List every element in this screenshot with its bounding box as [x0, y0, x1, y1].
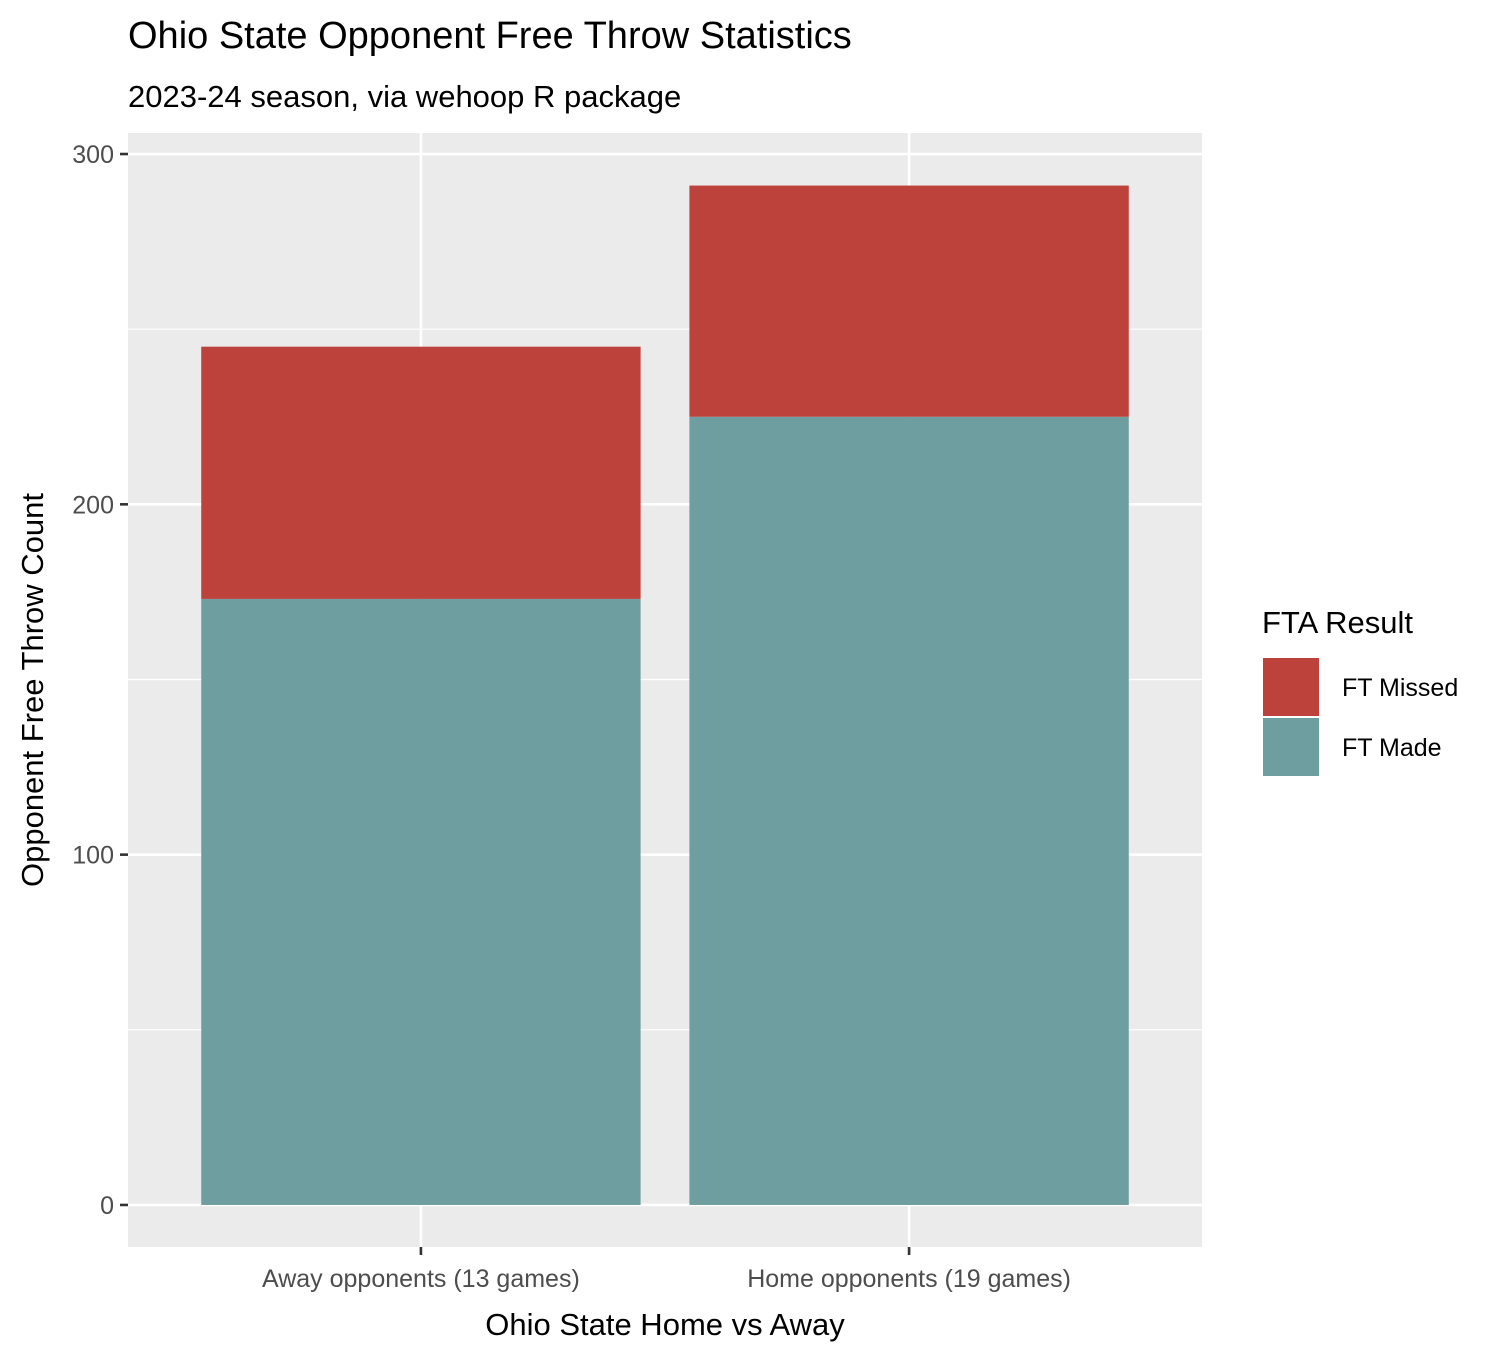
bar-ft-missed — [689, 185, 1129, 417]
x-tick-label: Home opponents (19 games) — [747, 1265, 1071, 1293]
legend-swatch — [1261, 716, 1321, 778]
y-tick-label: 100 — [72, 842, 114, 870]
chart-subtitle: 2023-24 season, via wehoop R package — [128, 79, 681, 114]
bars — [201, 185, 1129, 1205]
chart-title: Ohio State Opponent Free Throw Statistic… — [128, 15, 852, 57]
legend: FTA Result FT Missed FT Made — [1261, 605, 1458, 778]
legend-label: FT Missed — [1342, 674, 1458, 702]
bar-ft-missed — [201, 346, 641, 599]
y-tick-label: 0 — [100, 1192, 114, 1220]
x-axis-title: Ohio State Home vs Away — [485, 1307, 845, 1342]
bar-ft-made — [201, 598, 641, 1205]
y-tick-label: 300 — [72, 141, 114, 169]
y-axis-title: Opponent Free Throw Count — [15, 493, 50, 887]
legend-swatch — [1261, 656, 1321, 718]
x-tick-label: Away opponents (13 games) — [262, 1265, 580, 1293]
y-axis: 0 100 200 300 — [72, 141, 128, 1220]
legend-label: FT Made — [1342, 734, 1442, 762]
y-tick-label: 200 — [72, 491, 114, 519]
bar-ft-made — [689, 416, 1129, 1205]
legend-title: FTA Result — [1262, 605, 1413, 640]
x-axis: Away opponents (13 games) Home opponents … — [262, 1247, 1071, 1293]
